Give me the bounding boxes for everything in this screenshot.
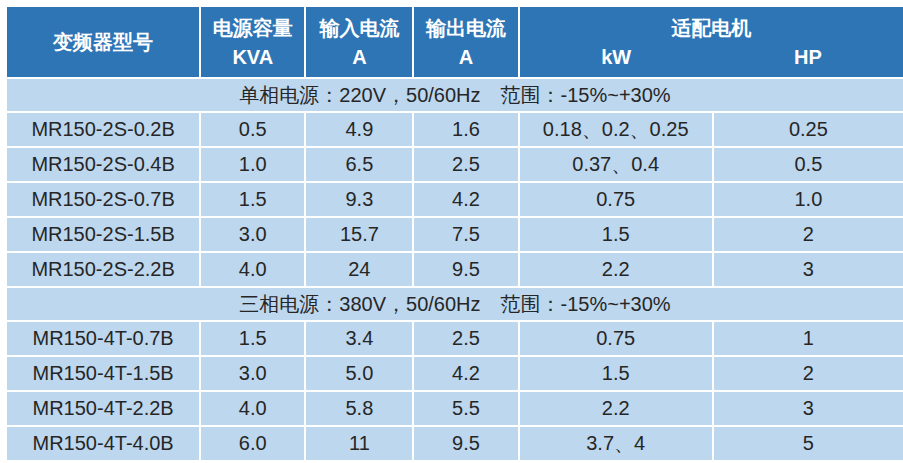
header-motor-group: 适配电机 kW HP [520, 7, 903, 77]
header-capacity: 电源容量 KVA [201, 7, 304, 77]
input-current-cell: 6.5 [306, 148, 412, 181]
model-cell: MR150-2S-1.5B [7, 218, 199, 251]
kva-cell: 6.0 [201, 427, 304, 460]
header-output-current-unit: A [459, 46, 473, 68]
kva-cell: 1.5 [201, 322, 304, 355]
inverter-spec-table: 变频器型号 电源容量 KVA 输入电流 A 输出电流 A 适配电机 kW HP … [7, 7, 903, 459]
output-current-cell: 4.2 [414, 357, 517, 390]
motor-hp-cell: 2 [714, 357, 903, 390]
motor-kw-cell: 0.18、0.2、0.25 [520, 113, 712, 146]
motor-hp-cell: 0.5 [714, 148, 903, 181]
kva-cell: 4.0 [201, 253, 304, 286]
motor-hp-cell: 5 [714, 427, 903, 460]
motor-kw-cell: 0.75 [520, 322, 712, 355]
page: 变频器型号 电源容量 KVA 输入电流 A 输出电流 A 适配电机 kW HP … [0, 0, 903, 463]
header-motor-units: kW HP [520, 46, 903, 68]
output-current-cell: 1.6 [414, 113, 517, 146]
model-cell: MR150-2S-0.2B [7, 113, 199, 146]
output-current-cell: 9.5 [414, 253, 517, 286]
output-current-cell: 5.5 [414, 392, 517, 425]
input-current-cell: 3.4 [306, 322, 412, 355]
input-current-cell: 9.3 [306, 183, 412, 216]
motor-hp-cell: 2 [714, 218, 903, 251]
input-current-cell: 11 [306, 427, 412, 460]
kva-cell: 4.0 [201, 392, 304, 425]
motor-hp-cell: 3 [714, 392, 903, 425]
header-model: 变频器型号 [7, 7, 199, 77]
output-current-cell: 2.5 [414, 322, 517, 355]
motor-kw-cell: 1.5 [520, 218, 712, 251]
kva-cell: 3.0 [201, 218, 304, 251]
motor-hp-cell: 1 [714, 322, 903, 355]
model-cell: MR150-4T-0.7B [7, 322, 199, 355]
header-output-current: 输出电流 A [414, 7, 517, 77]
motor-hp-cell: 1.0 [714, 183, 903, 216]
motor-hp-cell: 3 [714, 253, 903, 286]
motor-kw-cell: 1.5 [520, 357, 712, 390]
header-motor-hp: HP [713, 46, 903, 68]
header-capacity-unit: KVA [232, 46, 273, 68]
kva-cell: 0.5 [201, 113, 304, 146]
model-cell: MR150-4T-2.2B [7, 392, 199, 425]
output-current-cell: 7.5 [414, 218, 517, 251]
output-current-cell: 9.5 [414, 427, 517, 460]
model-cell: MR150-2S-0.4B [7, 148, 199, 181]
header-input-current: 输入电流 A [306, 7, 412, 77]
section-single-phase: 单相电源：220V，50/60Hz 范围：-15%~+30% [7, 79, 903, 111]
header-motor-kw: kW [520, 46, 713, 68]
motor-kw-cell: 2.2 [520, 253, 712, 286]
header-output-current-label: 输出电流 [426, 17, 506, 39]
kva-cell: 1.0 [201, 148, 304, 181]
output-current-cell: 4.2 [414, 183, 517, 216]
input-current-cell: 4.9 [306, 113, 412, 146]
motor-kw-cell: 0.75 [520, 183, 712, 216]
model-cell: MR150-4T-4.0B [7, 427, 199, 460]
input-current-cell: 24 [306, 253, 412, 286]
kva-cell: 1.5 [201, 183, 304, 216]
input-current-cell: 5.0 [306, 357, 412, 390]
model-cell: MR150-4T-1.5B [7, 357, 199, 390]
model-cell: MR150-2S-0.7B [7, 183, 199, 216]
header-input-current-unit: A [352, 46, 366, 68]
motor-kw-cell: 2.2 [520, 392, 712, 425]
input-current-cell: 5.8 [306, 392, 412, 425]
motor-kw-cell: 0.37、0.4 [520, 148, 712, 181]
header-input-current-label: 输入电流 [319, 17, 399, 39]
section-three-phase: 三相电源：380V，50/60Hz 范围：-15%~+30% [7, 288, 903, 320]
motor-kw-cell: 3.7、4 [520, 427, 712, 460]
header-capacity-label: 电源容量 [213, 17, 293, 39]
model-cell: MR150-2S-2.2B [7, 253, 199, 286]
kva-cell: 3.0 [201, 357, 304, 390]
output-current-cell: 2.5 [414, 148, 517, 181]
motor-hp-cell: 0.25 [714, 113, 903, 146]
input-current-cell: 15.7 [306, 218, 412, 251]
header-motor-label: 适配电机 [520, 17, 903, 39]
